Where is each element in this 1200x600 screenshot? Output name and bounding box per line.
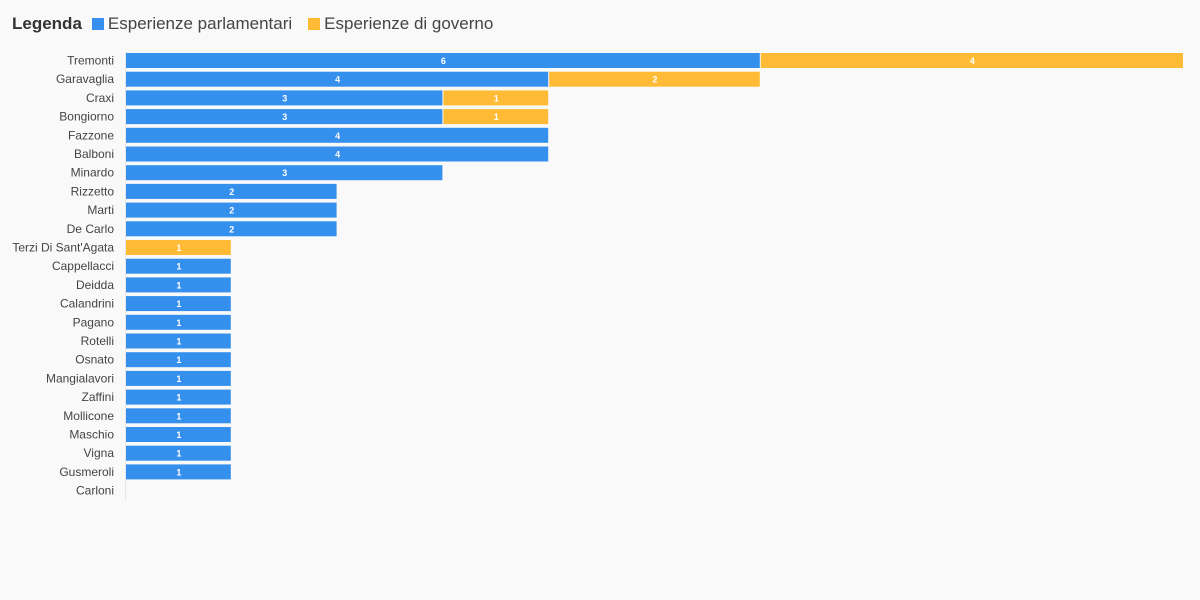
value-label-parlamentari: 1 <box>176 411 181 421</box>
category-label: Rizzetto <box>71 184 115 198</box>
value-label-parlamentari: 3 <box>282 112 287 122</box>
bar-parlamentari[interactable] <box>126 352 231 368</box>
value-label-parlamentari: 1 <box>176 318 181 328</box>
category-label: Bongiorno <box>59 110 114 124</box>
value-label-parlamentari: 2 <box>229 206 234 216</box>
category-label: Marti <box>87 203 114 217</box>
category-label: Maschio <box>69 428 114 442</box>
legend-item-governo[interactable]: Esperienze di governo <box>308 14 493 34</box>
value-label-parlamentari: 1 <box>176 299 181 309</box>
value-label-parlamentari: 2 <box>229 187 234 197</box>
category-label: De Carlo <box>67 222 115 236</box>
value-label-parlamentari: 3 <box>282 93 287 103</box>
legend-label-parlamentari: Esperienze parlamentari <box>107 14 293 33</box>
category-label: Gusmeroli <box>59 465 114 479</box>
bar-parlamentari[interactable] <box>126 427 231 442</box>
bar-parlamentari[interactable] <box>126 221 337 237</box>
value-label-parlamentari: 1 <box>176 280 181 290</box>
value-label-parlamentari: 1 <box>176 449 181 459</box>
bar-parlamentari[interactable] <box>126 296 231 312</box>
bar-parlamentari[interactable] <box>126 408 231 424</box>
bar-parlamentari[interactable] <box>126 389 231 405</box>
bar-governo[interactable] <box>443 109 549 125</box>
bar-parlamentari[interactable] <box>126 445 231 461</box>
value-label-governo: 1 <box>494 112 499 122</box>
bar-parlamentari[interactable] <box>126 277 231 293</box>
legend-item-parlamentari[interactable]: Esperienze parlamentari <box>91 14 293 34</box>
legend-label-governo: Esperienze di governo <box>324 14 494 33</box>
bar-parlamentari[interactable] <box>126 146 549 162</box>
bar-parlamentari[interactable] <box>126 464 231 480</box>
value-label-governo: 1 <box>176 243 181 253</box>
bar-parlamentari[interactable] <box>126 90 443 106</box>
value-label-parlamentari: 3 <box>282 168 287 178</box>
value-label-parlamentari: 1 <box>176 355 181 365</box>
legend-swatch-parlamentari <box>91 18 104 30</box>
category-label: Calandrini <box>60 297 114 311</box>
category-label: Deidda <box>76 278 114 292</box>
value-label-governo: 2 <box>652 75 657 85</box>
value-label-parlamentari: 1 <box>176 467 181 477</box>
bar-parlamentari[interactable] <box>126 127 549 143</box>
category-label: Fazzone <box>68 128 114 142</box>
value-label-parlamentari: 4 <box>335 131 340 141</box>
bar-governo[interactable] <box>549 71 760 87</box>
bars-group: Tremonti 6 4 Garavaglia 4 2 Craxi 3 1 Bongiorno 3 1… <box>12 53 1183 498</box>
category-label: Zaffini <box>82 390 114 404</box>
value-label-parlamentari: 4 <box>335 150 340 160</box>
category-label: Balboni <box>74 147 114 161</box>
category-label: Carloni <box>76 484 114 498</box>
value-label-parlamentari: 1 <box>176 262 181 272</box>
bar-parlamentari[interactable] <box>126 53 760 68</box>
value-label-parlamentari: 1 <box>176 430 181 440</box>
value-label-parlamentari: 1 <box>176 393 181 403</box>
bar-governo[interactable] <box>126 240 231 255</box>
category-label: Garavaglia <box>56 72 114 86</box>
value-label-governo: 4 <box>970 56 975 66</box>
category-label: Rotelli <box>81 334 114 348</box>
category-label: Vigna <box>84 446 115 460</box>
bar-parlamentari[interactable] <box>126 202 337 218</box>
value-label-parlamentari: 2 <box>229 224 234 234</box>
legend-swatch-governo <box>308 18 321 30</box>
bar-parlamentari[interactable] <box>126 165 443 181</box>
value-label-governo: 1 <box>494 93 499 103</box>
bar-parlamentari[interactable] <box>126 314 231 330</box>
bar-governo[interactable] <box>760 53 1183 68</box>
category-label: Craxi <box>86 91 114 105</box>
bar-parlamentari[interactable] <box>126 333 231 349</box>
category-label: Minardo <box>71 166 115 180</box>
value-label-parlamentari: 1 <box>176 337 181 347</box>
bar-parlamentari[interactable] <box>126 109 443 125</box>
value-label-parlamentari: 4 <box>335 75 340 85</box>
legend: Legenda Esperienze parlamentari Esperien… <box>12 12 509 36</box>
bar-parlamentari[interactable] <box>126 370 231 386</box>
category-label: Tremonti <box>67 54 114 68</box>
bar-parlamentari[interactable] <box>126 183 337 199</box>
value-label-parlamentari: 1 <box>176 374 181 384</box>
category-label: Osnato <box>75 353 114 367</box>
category-label: Terzi Di Sant'Agata <box>12 241 114 255</box>
bar-parlamentari[interactable] <box>126 258 231 274</box>
category-label: Mangialavori <box>46 371 114 385</box>
category-label: Cappellacci <box>52 259 114 273</box>
legend-title: Legenda <box>12 14 82 33</box>
category-label: Mollicone <box>63 409 114 423</box>
bar-governo[interactable] <box>443 90 549 106</box>
bar-parlamentari[interactable] <box>126 71 549 87</box>
value-label-parlamentari: 6 <box>441 56 446 66</box>
category-label: Pagano <box>73 315 115 329</box>
